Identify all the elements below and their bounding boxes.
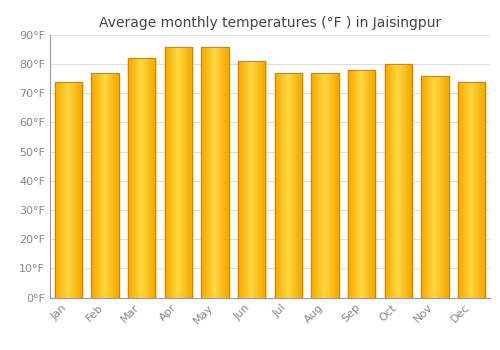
Bar [274, 73, 302, 298]
Title: Average monthly temperatures (°F ) in Jaisingpur: Average monthly temperatures (°F ) in Ja… [99, 16, 441, 30]
Bar [458, 82, 485, 298]
Bar [164, 47, 192, 298]
Bar [54, 82, 82, 298]
Bar [201, 47, 229, 298]
Bar [311, 73, 339, 298]
Bar [348, 70, 376, 298]
Bar [421, 76, 448, 298]
Bar [238, 61, 266, 298]
Bar [384, 64, 412, 298]
Bar [128, 58, 156, 298]
Bar [91, 73, 119, 298]
